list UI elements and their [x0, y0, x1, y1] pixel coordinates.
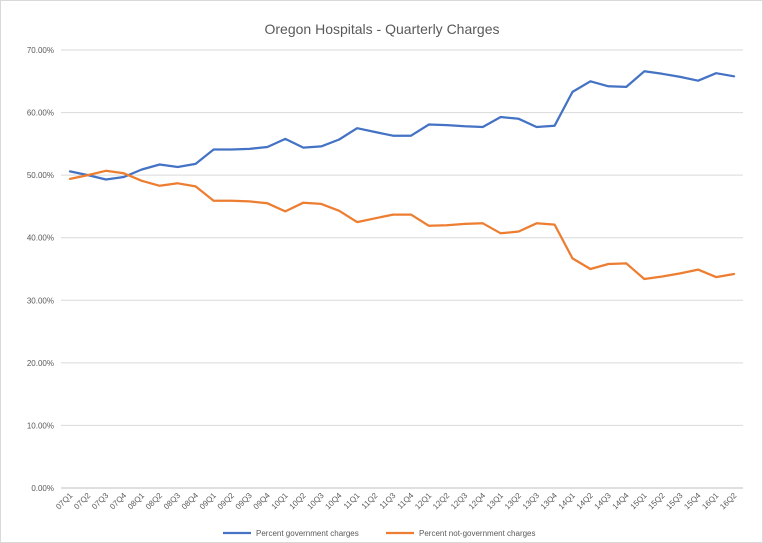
x-tick-label: 14Q2	[575, 491, 596, 512]
x-tick-label: 08Q4	[180, 491, 201, 512]
x-tick-label: 09Q2	[216, 491, 237, 512]
x-tick-label: 12Q2	[431, 491, 452, 512]
x-tick-label: 12Q3	[449, 491, 470, 512]
x-tick-label: 10Q1	[270, 491, 291, 512]
x-tick-label: 14Q1	[557, 491, 578, 512]
x-tick-label: 07Q3	[90, 491, 111, 512]
x-tick-label: 07Q1	[54, 491, 75, 512]
x-tick-label: 08Q3	[162, 491, 183, 512]
series-line-2	[68, 169, 736, 281]
y-tick-label: 20.00%	[27, 359, 54, 368]
x-tick-label: 14Q3	[593, 491, 614, 512]
x-tick-label: 13Q1	[485, 491, 506, 512]
x-tick-label: 08Q1	[126, 491, 147, 512]
legend: Percent government charges Percent not-go…	[223, 529, 536, 538]
x-tick-label: 07Q2	[72, 491, 93, 512]
gridlines	[61, 49, 743, 489]
x-tick-label: 15Q1	[628, 491, 649, 512]
x-tick-label: 09Q1	[198, 491, 219, 512]
x-tick-label: 11Q2	[360, 491, 380, 511]
x-tick-label: 10Q4	[323, 491, 344, 512]
x-tick-label: 15Q2	[646, 491, 667, 512]
x-tick-label: 10Q2	[287, 491, 308, 512]
y-tick-label: 30.00%	[27, 296, 54, 305]
x-tick-label: 13Q4	[539, 491, 560, 512]
y-tick-label: 50.00%	[27, 171, 54, 180]
series-lines	[68, 70, 736, 281]
x-tick-label: 12Q1	[413, 491, 434, 512]
x-tick-label: 11Q4	[396, 491, 416, 511]
y-tick-label: 60.00%	[27, 109, 54, 118]
y-tick-label: 10.00%	[27, 421, 54, 430]
x-tick-label: 08Q2	[144, 491, 165, 512]
legend-label: Percent government charges	[256, 529, 359, 538]
x-tick-label: 09Q4	[252, 491, 273, 512]
y-tick-label: 70.00%	[27, 46, 54, 55]
x-tick-label: 07Q4	[108, 491, 129, 512]
x-tick-label: 10Q3	[305, 491, 326, 512]
legend-label: Percent not-government charges	[419, 529, 536, 538]
series-line-1	[68, 70, 736, 181]
y-tick-label: 40.00%	[27, 234, 54, 243]
x-tick-label: 11Q3	[378, 491, 398, 511]
x-tick-label: 13Q3	[521, 491, 542, 512]
x-tick-label: 15Q3	[664, 491, 685, 512]
x-tick-label: 16Q1	[700, 491, 721, 512]
x-tick-label: 09Q3	[234, 491, 255, 512]
y-axis-ticks: 0.00% 10.00% 20.00% 30.00% 40.00% 50.00% 60.00…	[27, 46, 54, 493]
x-tick-label: 15Q4	[682, 491, 703, 512]
x-tick-label: 12Q4	[467, 491, 488, 512]
x-tick-label: 13Q2	[503, 491, 524, 512]
x-tick-label: 14Q4	[611, 491, 632, 512]
chart-title: Oregon Hospitals - Quarterly Charges	[265, 21, 500, 37]
x-tick-label: 11Q1	[342, 491, 362, 511]
y-tick-label: 0.00%	[31, 484, 54, 493]
x-axis-ticks: 07Q107Q207Q307Q408Q108Q208Q308Q409Q109Q2…	[54, 491, 739, 512]
x-tick-label: 16Q2	[718, 491, 739, 512]
